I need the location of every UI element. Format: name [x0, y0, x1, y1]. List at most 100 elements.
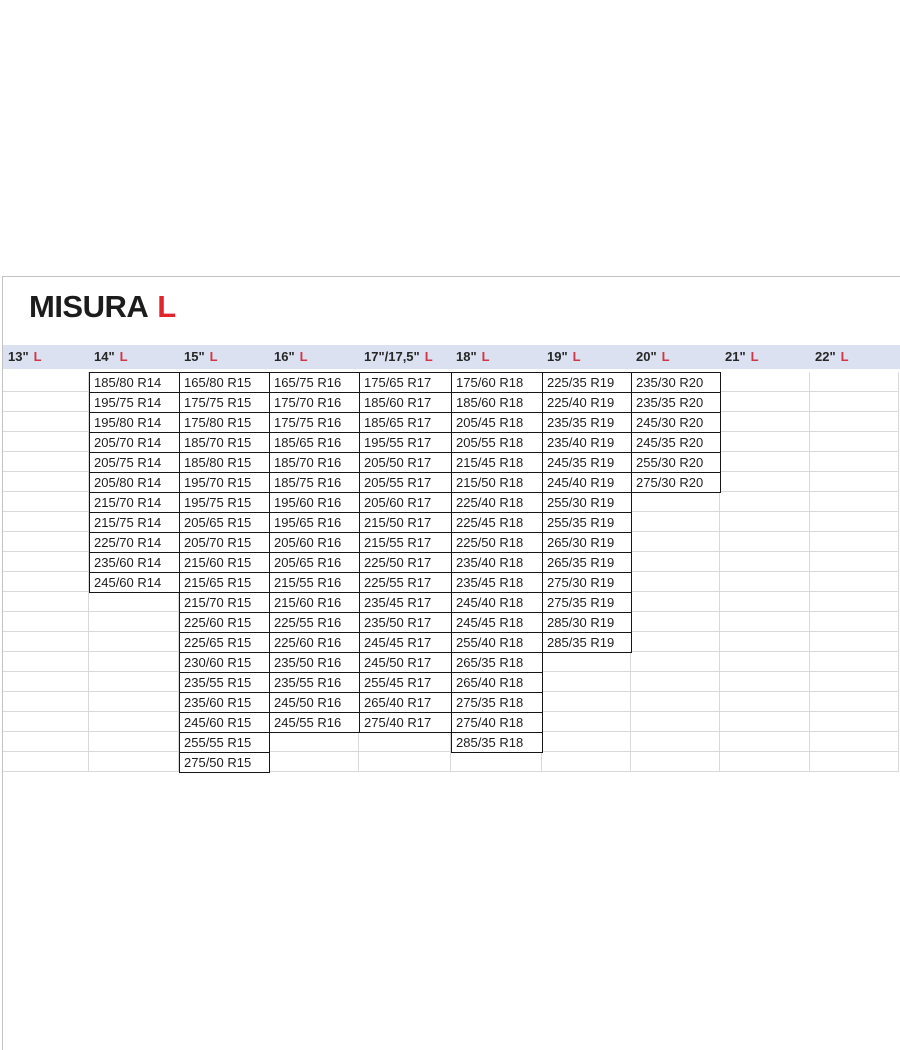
size-cell-15in-row5: 185/80 R15 [179, 452, 270, 473]
grid-cell [89, 612, 179, 632]
size-cell-18in-row11: 235/45 R18 [451, 572, 543, 593]
size-cell-16in-row16: 235/55 R16 [269, 672, 360, 693]
grid-cell [89, 672, 179, 692]
size-cell-19in-row2: 225/40 R19 [542, 392, 632, 413]
size-cell-15in-row18: 245/60 R15 [179, 712, 270, 733]
grid-cell [810, 472, 899, 492]
header-accent: L [572, 349, 581, 364]
size-cell-15in-row2: 175/75 R15 [179, 392, 270, 413]
column-header-21in: 21" L [720, 345, 810, 369]
size-cell-14in-row3: 195/80 R14 [89, 412, 180, 433]
grid-cell [631, 712, 720, 732]
size-cell-18in-row17: 275/35 R18 [451, 692, 543, 713]
grid-cell [720, 452, 810, 472]
size-cell-20in-row6: 275/30 R20 [631, 472, 721, 493]
column-header-row: 13" L 14" L 15" L 16" L 17"/17,5" L 18" L 19" L 20" L 21… [3, 345, 900, 369]
grid-cell [89, 652, 179, 672]
grid-cell [359, 732, 451, 752]
size-cell-17in-row3: 185/65 R17 [359, 412, 452, 433]
header-label: 16" [274, 349, 295, 364]
size-cell-20in-row4: 245/35 R20 [631, 432, 721, 453]
size-cell-17in-row10: 225/50 R17 [359, 552, 452, 573]
size-cell-16in-row11: 215/55 R16 [269, 572, 360, 593]
size-cell-18in-row10: 235/40 R18 [451, 552, 543, 573]
header-accent: L [840, 349, 849, 364]
grid-cell [720, 712, 810, 732]
size-cell-17in-row11: 225/55 R17 [359, 572, 452, 593]
column-header-13in: 13" L [3, 345, 89, 369]
grid-cell [720, 412, 810, 432]
size-cell-18in-row14: 255/40 R18 [451, 632, 543, 653]
size-cell-19in-row4: 235/40 R19 [542, 432, 632, 453]
grid-cell [631, 732, 720, 752]
size-cell-17in-row5: 205/50 R17 [359, 452, 452, 473]
size-cell-16in-row1: 165/75 R16 [269, 372, 360, 393]
size-cell-16in-row15: 235/50 R16 [269, 652, 360, 673]
column-header-14in: 14" L [89, 345, 179, 369]
size-cell-14in-row1: 185/80 R14 [89, 372, 180, 393]
size-cell-16in-row18: 245/55 R16 [269, 712, 360, 733]
grid-cell [3, 752, 89, 772]
size-cell-16in-row8: 195/65 R16 [269, 512, 360, 533]
grid-cell [810, 452, 899, 472]
size-cell-19in-row8: 255/35 R19 [542, 512, 632, 533]
size-cell-18in-row18: 275/40 R18 [451, 712, 543, 733]
grid-cell [269, 732, 359, 752]
grid-cell [631, 752, 720, 772]
size-cell-19in-row3: 235/35 R19 [542, 412, 632, 433]
grid-cell [720, 612, 810, 632]
grid-cell [631, 512, 720, 532]
size-cell-18in-row19: 285/35 R18 [451, 732, 543, 753]
grid-cell [89, 692, 179, 712]
size-cell-16in-row17: 245/50 R16 [269, 692, 360, 713]
grid-cell [89, 732, 179, 752]
header-label: 17"/17,5" [364, 349, 420, 364]
grid-cell [89, 752, 179, 772]
grid-cell [542, 732, 631, 752]
grid-cell [3, 432, 89, 452]
grid-cell [810, 592, 899, 612]
grid-cell [3, 612, 89, 632]
grid-cell [3, 712, 89, 732]
size-cell-17in-row12: 235/45 R17 [359, 592, 452, 613]
size-cell-15in-row8: 205/65 R15 [179, 512, 270, 533]
grid-cell [810, 512, 899, 532]
header-label: 13" [8, 349, 29, 364]
size-cell-20in-row5: 255/30 R20 [631, 452, 721, 473]
size-cell-17in-row2: 185/60 R17 [359, 392, 452, 413]
grid-cell [3, 592, 89, 612]
column-header-19in: 19" L [542, 345, 631, 369]
grid-cell [720, 552, 810, 572]
grid-cell [720, 472, 810, 492]
grid-cell [720, 592, 810, 612]
size-cell-18in-row1: 175/60 R18 [451, 372, 543, 393]
grid-cell [720, 632, 810, 652]
grid-cell [3, 412, 89, 432]
header-label: 20" [636, 349, 657, 364]
size-grid: 185/80 R14 195/75 R14 195/80 R14 205/70 R14… [3, 372, 900, 774]
size-cell-15in-row19: 255/55 R15 [179, 732, 270, 753]
size-cell-15in-row7: 195/75 R15 [179, 492, 270, 513]
size-cell-18in-row7: 225/40 R18 [451, 492, 543, 513]
column-header-15in: 15" L [179, 345, 269, 369]
header-accent: L [119, 349, 128, 364]
column-header-20in: 20" L [631, 345, 720, 369]
grid-cell [810, 712, 899, 732]
grid-cell [89, 712, 179, 732]
size-cell-15in-row16: 235/55 R15 [179, 672, 270, 693]
size-cell-14in-row9: 225/70 R14 [89, 532, 180, 553]
grid-cell [542, 712, 631, 732]
size-cell-15in-row9: 205/70 R15 [179, 532, 270, 553]
size-cell-17in-row1: 175/65 R17 [359, 372, 452, 393]
grid-cell [631, 652, 720, 672]
size-cell-19in-row14: 285/35 R19 [542, 632, 632, 653]
grid-cell [542, 672, 631, 692]
grid-cell [810, 532, 899, 552]
grid-cell [359, 752, 451, 772]
size-cell-18in-row15: 265/35 R18 [451, 652, 543, 673]
size-cell-17in-row15: 245/50 R17 [359, 652, 452, 673]
grid-cell [720, 532, 810, 552]
size-cell-14in-row10: 235/60 R14 [89, 552, 180, 573]
size-cell-14in-row2: 195/75 R14 [89, 392, 180, 413]
size-cell-14in-row11: 245/60 R14 [89, 572, 180, 593]
